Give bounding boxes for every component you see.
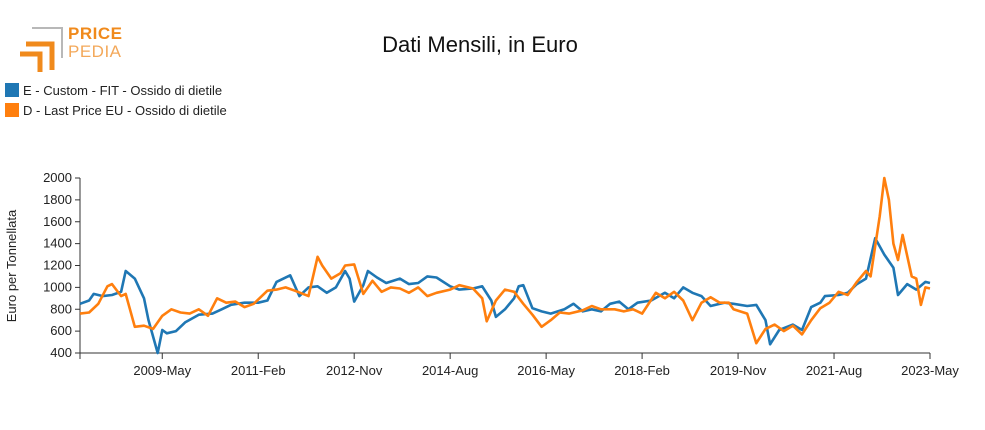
y-tick-label: 1400	[43, 236, 72, 251]
chart-series-lines	[79, 176, 931, 355]
pricepedia-logo: PRICE PEDIA	[18, 24, 128, 74]
y-tick-label: 1800	[43, 192, 72, 207]
legend-swatch-series-1	[5, 83, 19, 97]
chart-legend: E - Custom - FIT - Ossido di dietile D -…	[5, 80, 227, 120]
legend-label-series-2: D - Last Price EU - Ossido di dietile	[23, 102, 227, 118]
y-tick-label: 600	[50, 323, 72, 338]
x-tick-label: 2012-Nov	[326, 363, 383, 378]
series-line-2	[79, 176, 931, 345]
x-tick-label: 2021-Aug	[806, 363, 862, 378]
x-tick-label: 2014-Aug	[422, 363, 478, 378]
y-tick-label: 2000	[43, 170, 72, 185]
x-tick-label: 2018-Feb	[614, 363, 670, 378]
y-tick-label: 800	[50, 301, 72, 316]
x-tick-label: 2019-Nov	[710, 363, 767, 378]
y-tick-label: 1600	[43, 214, 72, 229]
pricepedia-logo-mark	[20, 27, 63, 72]
logo-text-pedia: PEDIA	[68, 42, 122, 61]
y-tick-label: 1200	[43, 258, 72, 273]
x-tick-label: 2023-May	[901, 363, 959, 378]
legend-item-series-1[interactable]: E - Custom - FIT - Ossido di dietile	[5, 80, 227, 100]
x-tick-label: 2011-Feb	[231, 363, 286, 378]
y-tick-label: 1000	[43, 279, 72, 294]
legend-item-series-2[interactable]: D - Last Price EU - Ossido di dietile	[5, 100, 227, 120]
y-axis-label: Euro per Tonnellata	[4, 209, 19, 322]
x-tick-label: 2016-May	[517, 363, 575, 378]
x-tick-label: 2009-May	[133, 363, 191, 378]
chart-title: Dati Mensili, in Euro	[382, 32, 578, 57]
chart-axes: 400 600 800 1000 1200 1400 1600 1800 2000 2009-Ma…	[43, 170, 959, 378]
legend-label-series-1: E - Custom - FIT - Ossido di dietile	[23, 82, 223, 98]
legend-swatch-series-2	[5, 103, 19, 117]
y-tick-label: 400	[50, 345, 72, 360]
logo-text-price: PRICE	[68, 24, 123, 43]
series-line-1	[79, 236, 931, 355]
